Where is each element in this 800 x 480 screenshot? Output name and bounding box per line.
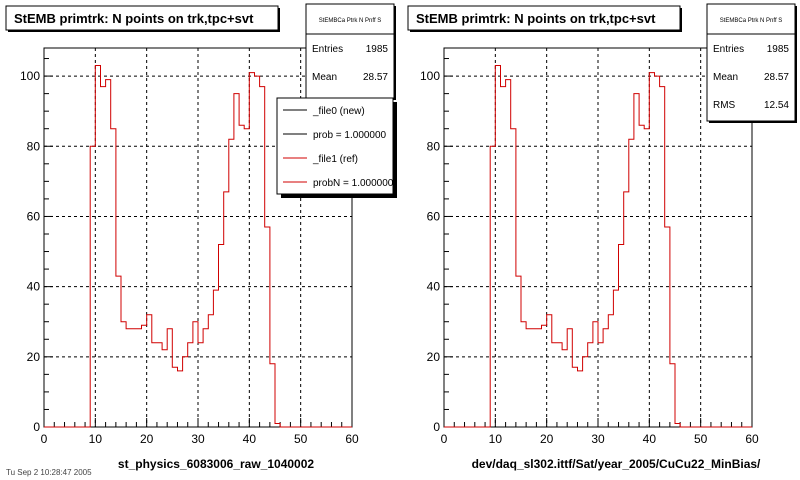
y-tick-label: 40: [427, 280, 441, 294]
stats-value: 1985: [767, 44, 790, 55]
histogram-series-line: [444, 65, 752, 428]
x-tick-label: 50: [694, 432, 708, 446]
chart-title: StEMB primtrk: N points on trk,tpc+svt: [416, 11, 656, 26]
y-tick-label: 100: [420, 69, 440, 83]
x-tick-label: 0: [41, 432, 48, 446]
y-tick-label: 80: [427, 139, 441, 153]
y-tick-label: 60: [27, 209, 41, 223]
y-tick-label: 100: [20, 69, 40, 83]
x-tick-label: 10: [489, 432, 503, 446]
x-tick-label: 60: [745, 432, 759, 446]
stats-header: StEMBCa Ptrk N Pnff S: [319, 18, 382, 24]
legend-entry-label: prob = 1.000000: [313, 130, 387, 141]
x-tick-label: 20: [540, 432, 554, 446]
stats-box: [706, 3, 796, 122]
stats-header: StEMBCa Ptrk N Pnff S: [720, 18, 783, 24]
y-tick-label: 40: [27, 280, 41, 294]
stats-label: RMS: [713, 100, 736, 111]
x-tick-label: 60: [345, 432, 359, 446]
x-tick-label: 20: [140, 432, 154, 446]
chart-title: StEMB primtrk: N points on trk,tpc+svt: [14, 11, 254, 26]
legend-box: [276, 97, 394, 195]
x-tick-label: 50: [294, 432, 308, 446]
legend-entry-label: probN = 1.000000: [313, 178, 394, 189]
x-tick-label: 30: [591, 432, 605, 446]
title-box: [407, 5, 681, 31]
stats-label: Mean: [713, 72, 738, 83]
stats-box: [305, 3, 395, 99]
stats-value: 28.57: [764, 72, 789, 83]
x-axis-label: dev/daq_sl302.ittf/Sat/year_2005/CuCu22_…: [472, 457, 761, 471]
timestamp-footer: Tu Sep 2 10:28:47 2005: [6, 468, 92, 477]
x-tick-label: 10: [89, 432, 103, 446]
x-tick-label: 40: [243, 432, 257, 446]
title-box: [5, 5, 279, 31]
y-tick-label: 0: [433, 420, 440, 434]
y-tick-label: 60: [427, 209, 441, 223]
x-axis-label: st_physics_6083006_raw_1040002: [118, 457, 314, 471]
x-tick-label: 30: [191, 432, 205, 446]
stats-label: Entries: [312, 44, 343, 55]
stats-label: Entries: [713, 44, 744, 55]
y-tick-label: 0: [33, 420, 40, 434]
chart-panel-1: 0 10 20 30 40 50 60 0 20 40 60 80 100 StEMB primtrk: …: [5, 3, 397, 471]
stats-value: 28.57: [363, 72, 388, 83]
x-tick-label: 40: [643, 432, 657, 446]
legend-entry-label: _file0 (new): [312, 106, 365, 117]
stats-value: 1985: [366, 44, 389, 55]
y-tick-label: 20: [27, 350, 41, 364]
x-tick-label: 0: [441, 432, 448, 446]
stats-label: Mean: [312, 72, 337, 83]
y-tick-label: 20: [427, 350, 441, 364]
chart-panel-2: 0 10 20 30 40 50 60 0 20 40 60 80 100 StEMB primtrk: …: [407, 3, 797, 471]
histogram-series-line: [44, 65, 352, 428]
legend-entry-label: _file1 (ref): [312, 154, 358, 165]
stats-value: 12.54: [764, 100, 789, 111]
y-tick-label: 80: [27, 139, 41, 153]
